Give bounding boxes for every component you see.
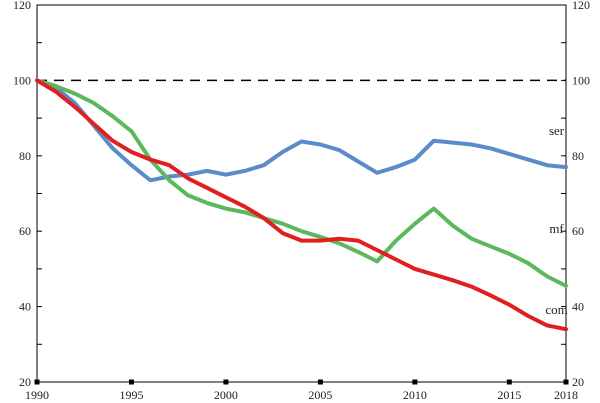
y-tick-label-left: 100 (13, 73, 31, 87)
x-tick-mark (412, 380, 417, 385)
x-tick-label: 2000 (214, 388, 238, 402)
series-layer (37, 80, 566, 329)
x-tick-label: 2005 (308, 388, 332, 402)
y-tick-label-right: 60 (572, 224, 584, 238)
x-tick-label: 2010 (403, 388, 427, 402)
y-tick-label-left: 120 (13, 0, 31, 12)
x-tick-mark (318, 380, 323, 385)
x-tick-mark (507, 380, 512, 385)
y-tick-label-right: 20 (572, 375, 584, 389)
series-labels: ser mf com (545, 123, 567, 317)
plot-frame (37, 5, 566, 382)
y-tick-label-right: 120 (572, 0, 590, 12)
y-tick-label-left: 60 (19, 224, 31, 238)
y-tick-label-left: 20 (19, 375, 31, 389)
axes: 20 20 40 40 60 60 80 80 100 100 120 120 1990 1995 2000… (13, 0, 590, 402)
series-line-ser (37, 80, 566, 180)
series-line-mf (37, 80, 566, 286)
series-label-ser: ser (549, 123, 565, 138)
y-tick-label-right: 40 (572, 300, 584, 314)
y-tick-label-left: 80 (19, 149, 31, 163)
y-tick-label-right: 80 (572, 149, 584, 163)
y-tick-label-right: 100 (572, 73, 590, 87)
x-tick-label: 2018 (554, 388, 578, 402)
x-tick-label: 2015 (497, 388, 521, 402)
x-tick-mark (35, 380, 40, 385)
x-tick-mark (564, 380, 569, 385)
y-tick-label-left: 40 (19, 300, 31, 314)
series-label-mf: mf (549, 221, 564, 236)
x-tick-label: 1995 (119, 388, 143, 402)
x-tick-mark (129, 380, 134, 385)
x-tick-mark (223, 380, 228, 385)
series-label-com: com (545, 302, 567, 317)
x-tick-label: 1990 (25, 388, 49, 402)
